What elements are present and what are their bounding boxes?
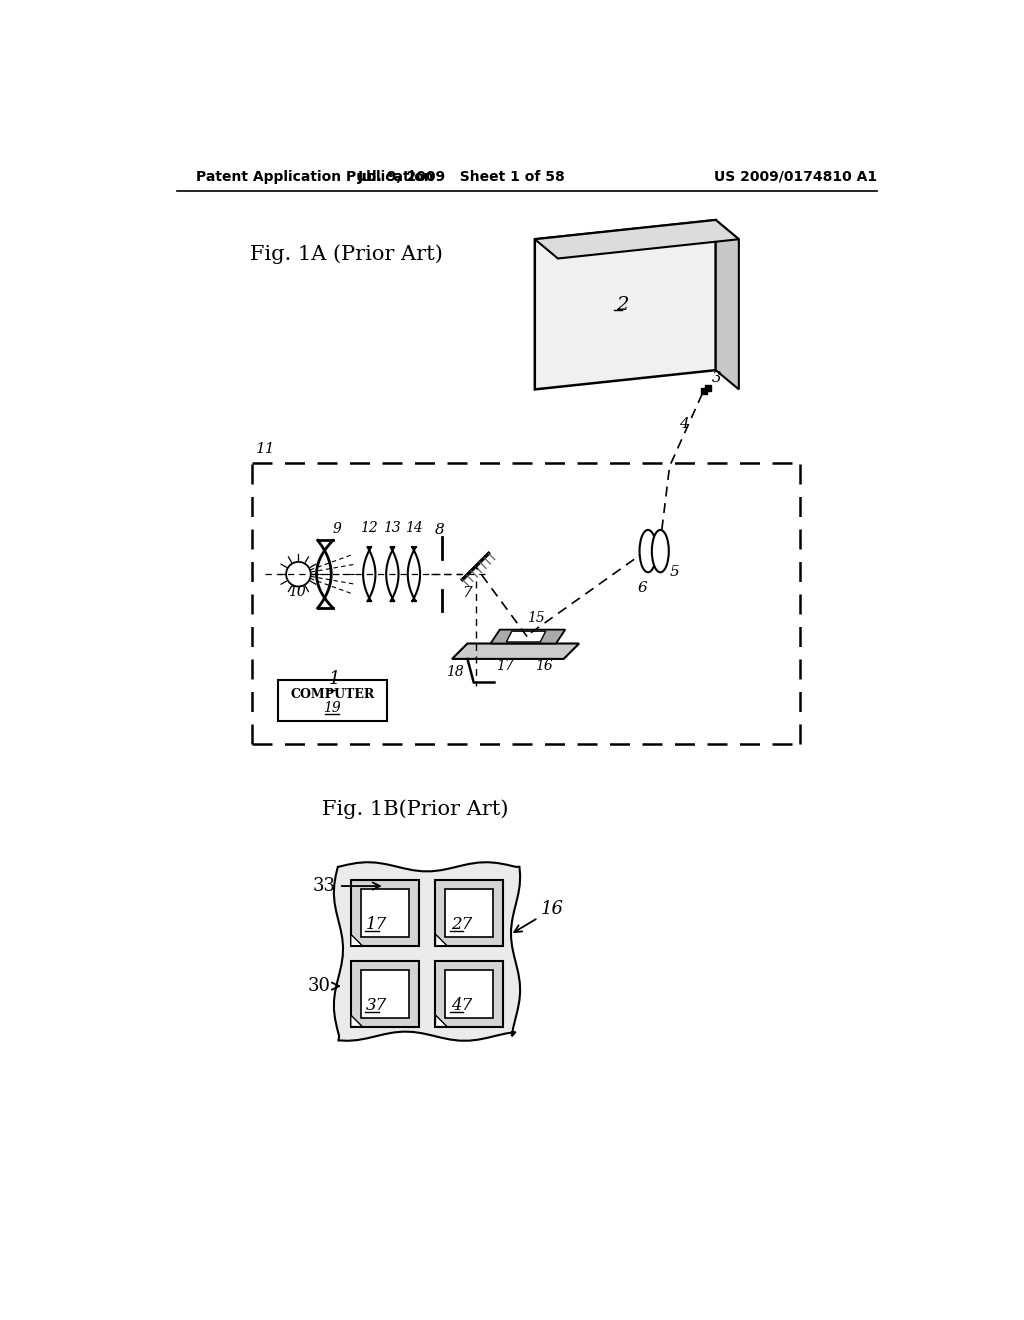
Circle shape xyxy=(286,562,310,586)
Text: 6: 6 xyxy=(637,581,647,595)
Polygon shape xyxy=(535,220,716,389)
Text: 12: 12 xyxy=(360,521,378,535)
Text: 14: 14 xyxy=(406,521,423,535)
Text: 5: 5 xyxy=(670,565,679,578)
FancyBboxPatch shape xyxy=(278,680,387,721)
FancyBboxPatch shape xyxy=(435,961,503,1027)
Text: 1: 1 xyxy=(330,671,341,688)
FancyBboxPatch shape xyxy=(360,890,409,937)
Text: 33: 33 xyxy=(313,876,380,895)
Polygon shape xyxy=(506,631,546,642)
Text: 30: 30 xyxy=(307,977,339,995)
Text: 2: 2 xyxy=(615,296,628,314)
Polygon shape xyxy=(716,220,739,389)
FancyBboxPatch shape xyxy=(445,890,494,937)
Text: 19: 19 xyxy=(324,701,341,715)
Ellipse shape xyxy=(640,529,656,573)
Text: COMPUTER: COMPUTER xyxy=(290,688,375,701)
Text: 47: 47 xyxy=(451,997,472,1014)
Text: 27: 27 xyxy=(451,916,472,933)
Text: 8: 8 xyxy=(435,523,444,537)
Text: 17: 17 xyxy=(367,916,387,933)
Text: 17: 17 xyxy=(497,660,514,673)
Text: 3: 3 xyxy=(712,371,722,384)
FancyBboxPatch shape xyxy=(445,970,494,1018)
Ellipse shape xyxy=(652,529,669,573)
Polygon shape xyxy=(490,630,565,644)
Polygon shape xyxy=(351,935,362,945)
Text: 10: 10 xyxy=(289,585,306,599)
Text: 15: 15 xyxy=(527,611,545,624)
Text: Fig. 1B(Prior Art): Fig. 1B(Prior Art) xyxy=(323,799,509,818)
Polygon shape xyxy=(535,220,739,259)
FancyBboxPatch shape xyxy=(351,961,419,1027)
Polygon shape xyxy=(351,1015,362,1027)
Text: 37: 37 xyxy=(367,997,387,1014)
Polygon shape xyxy=(452,644,580,659)
FancyBboxPatch shape xyxy=(351,880,419,945)
Text: 18: 18 xyxy=(445,665,464,678)
Text: 16: 16 xyxy=(514,900,564,932)
Text: Fig. 1A (Prior Art): Fig. 1A (Prior Art) xyxy=(250,244,442,264)
FancyBboxPatch shape xyxy=(360,970,409,1018)
Text: 7: 7 xyxy=(462,586,471,601)
Text: Jul. 9, 2009   Sheet 1 of 58: Jul. 9, 2009 Sheet 1 of 58 xyxy=(357,170,565,183)
FancyBboxPatch shape xyxy=(435,880,503,945)
Polygon shape xyxy=(334,862,520,1040)
Polygon shape xyxy=(435,935,447,945)
Text: Patent Application Publication: Patent Application Publication xyxy=(196,170,434,183)
Polygon shape xyxy=(435,1015,447,1027)
Text: 4: 4 xyxy=(679,417,688,430)
Text: 16: 16 xyxy=(535,660,553,673)
Text: US 2009/0174810 A1: US 2009/0174810 A1 xyxy=(715,170,878,183)
Text: 13: 13 xyxy=(383,521,401,535)
Text: 9: 9 xyxy=(333,523,341,536)
Text: 11: 11 xyxy=(256,442,275,455)
